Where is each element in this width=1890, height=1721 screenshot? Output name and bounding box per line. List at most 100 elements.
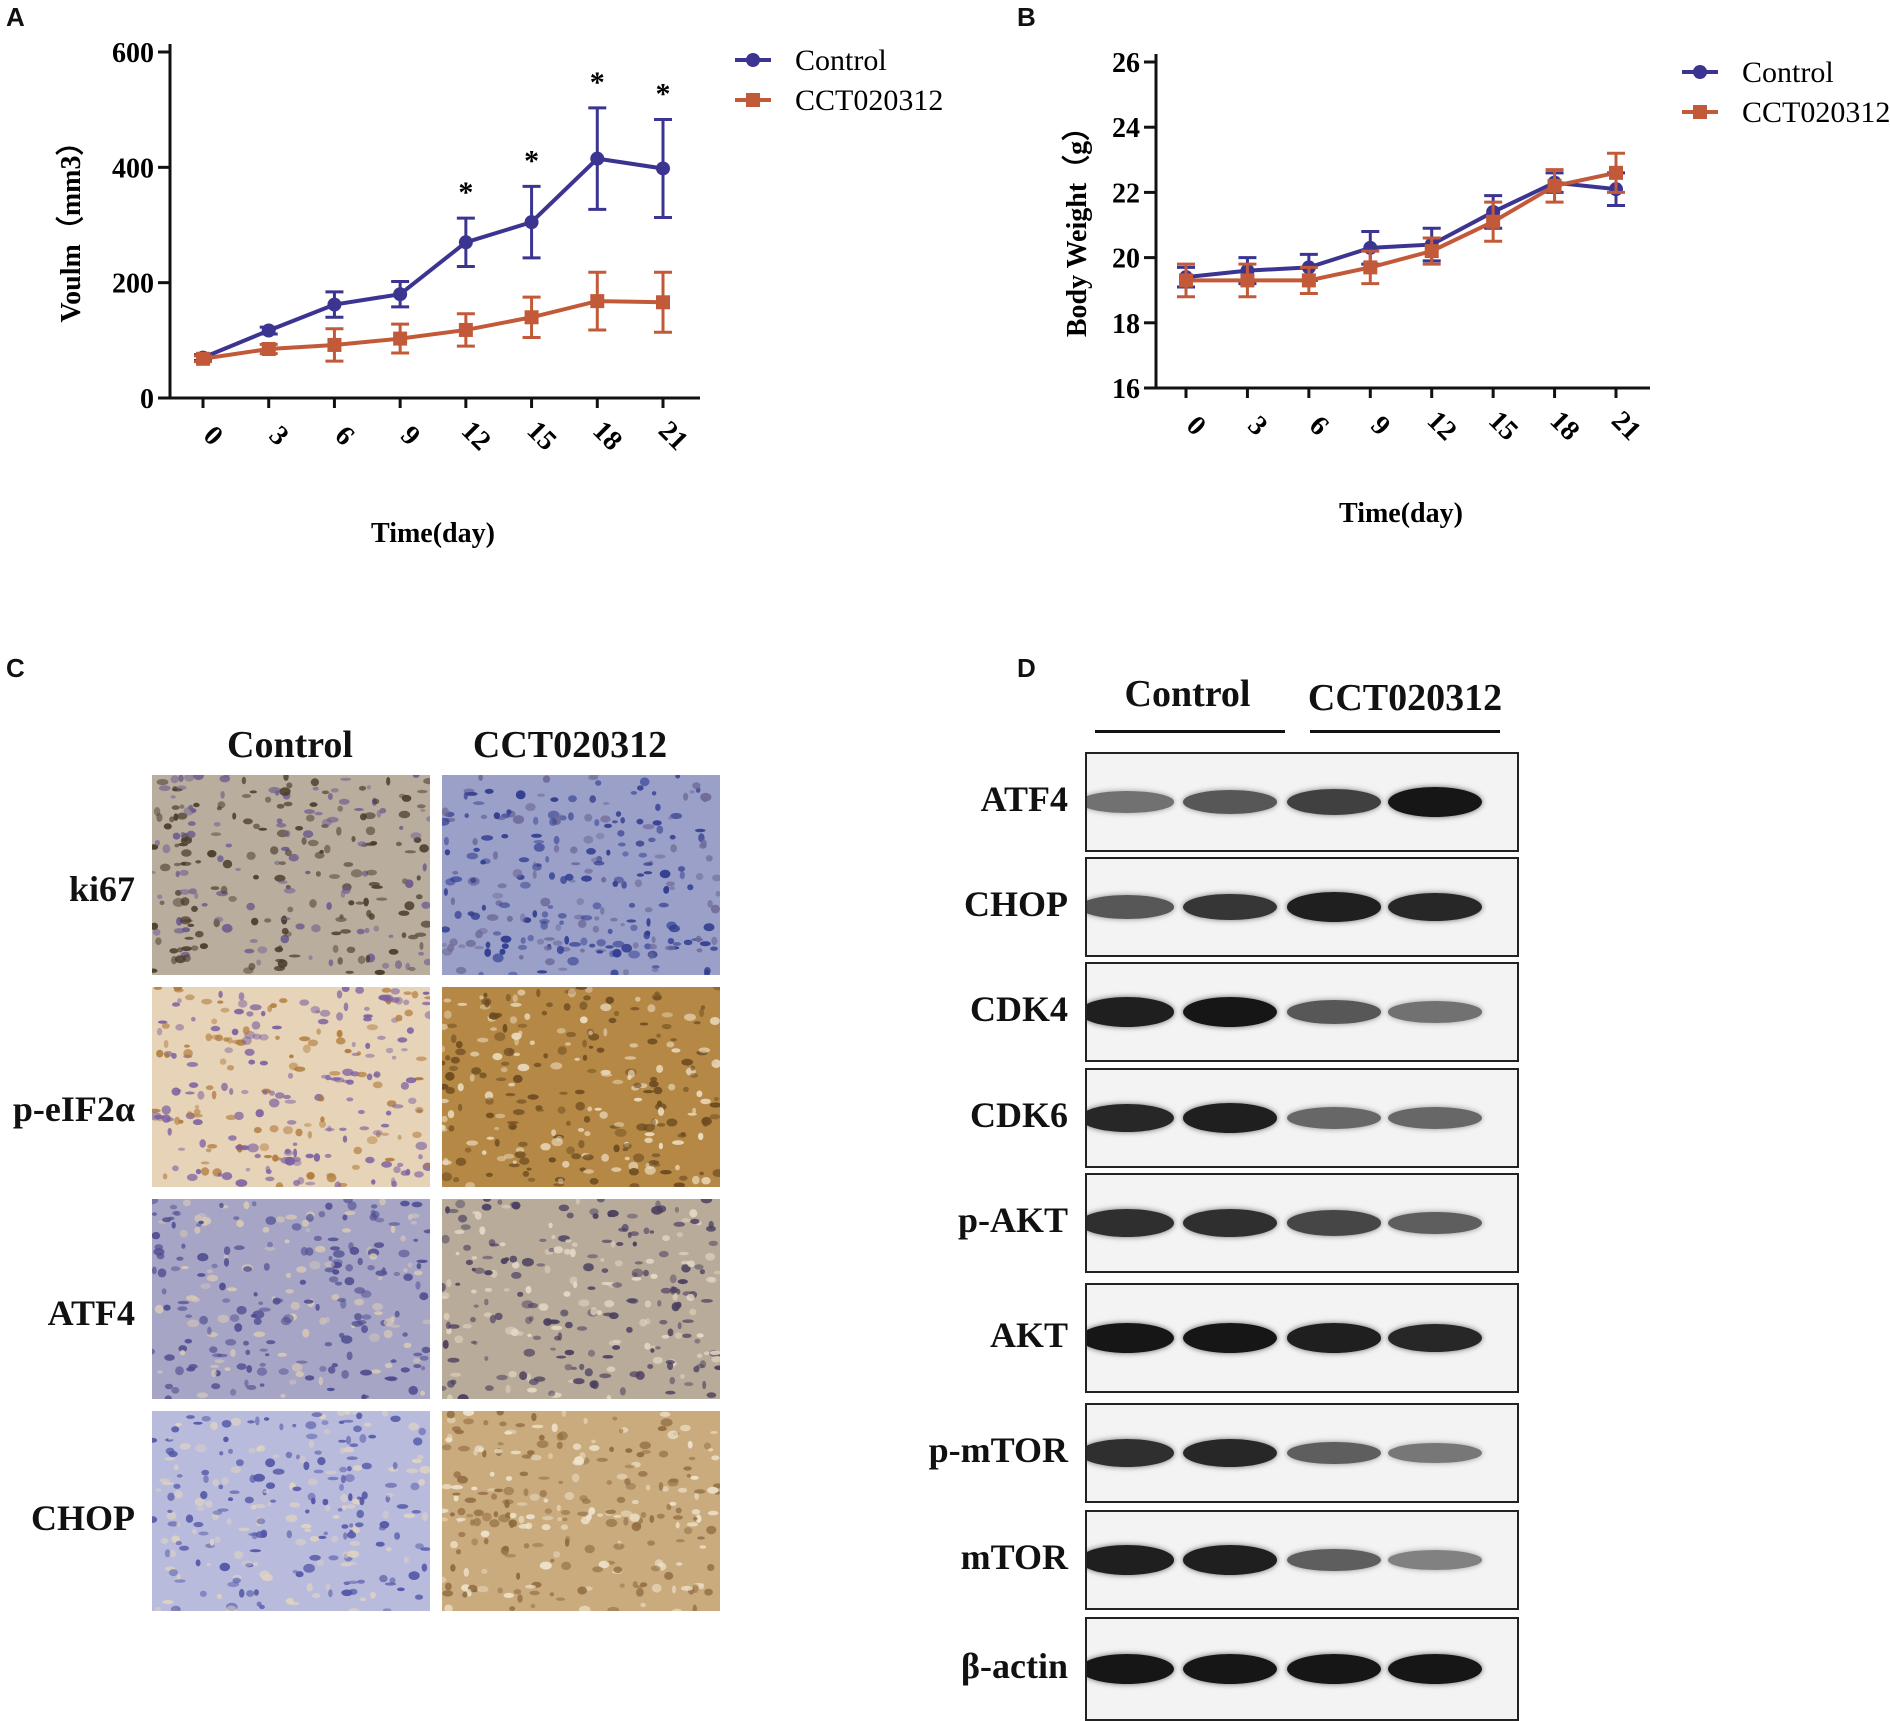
ihc-image-ki67-treated xyxy=(442,775,720,975)
wb-blot-strip xyxy=(1085,1617,1519,1721)
wb-band xyxy=(1087,1654,1174,1684)
wb-row-label: p-mTOR xyxy=(928,1430,1068,1470)
data-point xyxy=(590,151,605,166)
wb-band xyxy=(1388,1654,1482,1684)
legend-label: Control xyxy=(795,44,887,77)
legend-entry: Control xyxy=(1682,56,1834,89)
series-1 xyxy=(194,270,672,366)
x-tick-label: 9 xyxy=(1364,410,1396,442)
ihc-image-peif2a-control xyxy=(152,987,430,1187)
y-axis-label: Voulm（mm3） xyxy=(54,128,87,323)
data-point xyxy=(458,322,473,337)
wb-band xyxy=(1087,1209,1174,1237)
wb-band xyxy=(1388,1001,1482,1023)
x-axis-label: Time(day) xyxy=(371,518,495,549)
legend-entry: CCT020312 xyxy=(1682,96,1890,129)
wb-band xyxy=(1183,1209,1277,1237)
x-tick-label: 0 xyxy=(1180,410,1212,442)
legend-marker xyxy=(746,53,760,67)
wb-row-label: β-actin xyxy=(961,1646,1068,1686)
x-axis-label: Time(day) xyxy=(1339,498,1463,529)
legend-entry: Control xyxy=(735,44,887,77)
wb-band xyxy=(1388,787,1482,817)
legend-label: CCT020312 xyxy=(1742,96,1890,129)
data-point xyxy=(1363,260,1378,275)
wb-band xyxy=(1388,892,1482,922)
wb-band xyxy=(1087,1545,1174,1575)
ihc-image-chop-treated xyxy=(442,1411,720,1611)
wb-band xyxy=(1183,790,1277,814)
significance-star: * xyxy=(590,66,605,99)
legend-marker xyxy=(1693,105,1707,119)
wb-band xyxy=(1388,1550,1482,1570)
wb-blot-strip xyxy=(1085,1403,1519,1503)
y-tick-label: 26 xyxy=(1112,48,1140,79)
wb-blot-strip xyxy=(1085,1510,1519,1610)
wb-band xyxy=(1183,893,1277,921)
wb-blot-strip xyxy=(1085,962,1519,1062)
data-point xyxy=(327,297,342,312)
wb-row-label: CDK6 xyxy=(970,1095,1068,1135)
legend-label: Control xyxy=(1742,56,1834,89)
wb-row-label: p-AKT xyxy=(957,1200,1068,1240)
wb-band xyxy=(1287,1323,1381,1353)
panel-label-b: B xyxy=(1017,2,1036,32)
ihc-row-label-chop: CHOP xyxy=(31,1498,135,1538)
wb-band xyxy=(1087,997,1174,1027)
data-point xyxy=(261,323,276,338)
data-point xyxy=(327,337,342,352)
wb-blot-strip xyxy=(1085,857,1519,957)
wb-group-line-control xyxy=(1095,730,1285,733)
ihc-image-chop-control xyxy=(152,1411,430,1611)
y-tick-label: 400 xyxy=(112,153,154,184)
wb-band xyxy=(1183,1438,1277,1468)
wb-band xyxy=(1183,1654,1277,1684)
wb-band xyxy=(1087,1323,1174,1353)
wb-band xyxy=(1087,895,1174,919)
data-point xyxy=(1179,273,1193,288)
data-point xyxy=(524,310,539,325)
data-point xyxy=(1424,244,1439,259)
ihc-image-ki67-control xyxy=(152,775,430,975)
panel-label-c: C xyxy=(6,653,25,683)
y-tick-label: 16 xyxy=(1112,374,1140,405)
wb-band xyxy=(1087,791,1174,813)
legend-marker xyxy=(1693,65,1707,79)
x-tick-label: 21 xyxy=(1605,405,1647,447)
ihc-column-header-treated: CCT020312 xyxy=(472,724,668,766)
wb-row-label: mTOR xyxy=(960,1537,1068,1577)
data-point xyxy=(1486,214,1501,229)
ihc-column-header-control: Control xyxy=(227,724,353,766)
wb-band xyxy=(1087,1103,1174,1133)
x-tick-label: 18 xyxy=(1544,405,1586,447)
wb-band xyxy=(1287,1548,1381,1572)
wb-band xyxy=(1388,1211,1482,1235)
y-tick-label: 0 xyxy=(140,384,154,415)
wb-band xyxy=(1388,1442,1482,1464)
data-point xyxy=(1240,273,1255,288)
data-point xyxy=(261,341,276,356)
wb-band xyxy=(1287,892,1381,922)
data-point xyxy=(1301,273,1316,288)
data-point xyxy=(393,331,408,346)
ihc-row-label-atf4: ATF4 xyxy=(47,1293,135,1333)
series-line xyxy=(1185,180,1617,280)
wb-group-line-treated xyxy=(1310,730,1500,733)
wb-band xyxy=(1287,1654,1381,1684)
data-point xyxy=(196,351,210,366)
x-tick-label: 12 xyxy=(1421,405,1463,447)
series-1 xyxy=(1177,151,1625,299)
wb-band xyxy=(1287,1000,1381,1024)
wb-group-header-control: Control xyxy=(1124,673,1251,715)
data-point xyxy=(393,287,408,302)
wb-band xyxy=(1183,1545,1277,1575)
y-tick-label: 20 xyxy=(1112,244,1140,275)
wb-band xyxy=(1388,1107,1482,1129)
ihc-image-peif2a-treated xyxy=(442,987,720,1187)
wb-band xyxy=(1287,1107,1381,1129)
wb-blot-strip xyxy=(1085,1173,1519,1273)
y-tick-label: 200 xyxy=(112,269,154,300)
x-tick-label: 15 xyxy=(1482,405,1524,447)
legend-entry: CCT020312 xyxy=(735,84,943,117)
